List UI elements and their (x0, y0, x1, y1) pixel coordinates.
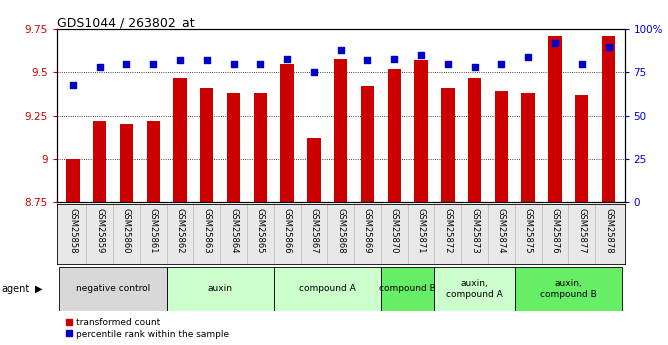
Bar (334, 59, 347, 202)
Text: GSM25878: GSM25878 (604, 208, 613, 254)
Text: GSM25864: GSM25864 (229, 208, 238, 254)
Text: GSM25869: GSM25869 (363, 208, 372, 254)
Text: GSM25861: GSM25861 (149, 208, 158, 254)
Point (335, 47, 346, 53)
Bar (173, 78, 186, 202)
Bar (575, 95, 589, 202)
Bar (434, 267, 515, 310)
Text: GSM25860: GSM25860 (122, 208, 131, 254)
Point (469, 65, 480, 70)
Bar (227, 93, 240, 202)
Bar (274, 267, 381, 310)
Point (67, 82, 78, 87)
Text: GSM25867: GSM25867 (309, 208, 319, 254)
Text: GSM25870: GSM25870 (389, 208, 399, 254)
Point (94, 65, 105, 70)
Text: GDS1044 / 263802_at: GDS1044 / 263802_at (57, 16, 194, 29)
Bar (281, 64, 294, 202)
Bar (200, 88, 214, 202)
Bar (361, 86, 374, 202)
Point (362, 58, 373, 63)
Bar (387, 69, 401, 202)
Bar (307, 138, 321, 202)
Text: auxin: auxin (208, 284, 232, 294)
Text: GSM25868: GSM25868 (336, 208, 345, 254)
Text: auxin,
compound A: auxin, compound A (446, 279, 503, 299)
Point (202, 58, 212, 63)
Text: compound B: compound B (379, 284, 436, 294)
Bar (495, 91, 508, 202)
Text: GSM25875: GSM25875 (524, 208, 532, 254)
Text: agent: agent (1, 284, 29, 294)
Bar (166, 267, 274, 310)
Bar (93, 121, 106, 202)
Bar (602, 36, 615, 202)
Point (148, 61, 158, 67)
Point (121, 61, 132, 67)
Text: GSM25876: GSM25876 (550, 208, 559, 254)
Bar (441, 88, 454, 202)
Text: GSM25873: GSM25873 (470, 208, 479, 254)
Bar (66, 159, 79, 202)
Text: ▶: ▶ (35, 284, 43, 294)
Legend: transformed count, percentile rank within the sample: transformed count, percentile rank withi… (61, 314, 232, 342)
Text: auxin,
compound B: auxin, compound B (540, 279, 597, 299)
Point (550, 40, 560, 46)
Text: negative control: negative control (76, 284, 150, 294)
Point (603, 44, 614, 49)
Bar (515, 267, 622, 310)
Text: GSM25863: GSM25863 (202, 208, 211, 254)
Bar (468, 78, 481, 202)
Point (309, 70, 319, 75)
Text: GSM25871: GSM25871 (417, 208, 426, 254)
Point (228, 61, 239, 67)
Bar (414, 60, 428, 202)
Text: GSM25862: GSM25862 (176, 208, 184, 254)
Text: GSM25865: GSM25865 (256, 208, 265, 254)
Bar (59, 267, 166, 310)
Text: GSM25858: GSM25858 (68, 208, 77, 254)
Bar (120, 124, 133, 202)
Bar (522, 93, 535, 202)
Point (442, 61, 453, 67)
Bar (548, 36, 562, 202)
Point (523, 54, 534, 60)
Point (415, 52, 426, 58)
Text: GSM25874: GSM25874 (497, 208, 506, 254)
Text: GSM25866: GSM25866 (283, 208, 292, 254)
Bar (254, 93, 267, 202)
Text: compound A: compound A (299, 284, 355, 294)
Point (255, 61, 266, 67)
Bar (146, 121, 160, 202)
Point (282, 56, 293, 61)
Text: GSM25877: GSM25877 (577, 208, 587, 254)
Bar (381, 267, 434, 310)
Point (496, 61, 507, 67)
Point (576, 61, 587, 67)
Point (174, 58, 185, 63)
Point (389, 56, 399, 61)
Text: GSM25859: GSM25859 (95, 208, 104, 254)
Text: GSM25872: GSM25872 (444, 208, 452, 254)
